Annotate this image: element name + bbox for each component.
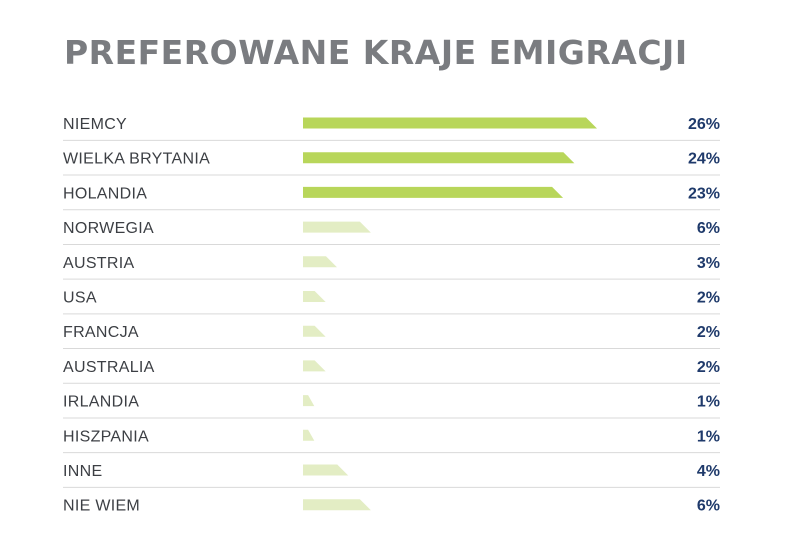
- category-label: NIEMCY: [63, 116, 127, 133]
- bar: [303, 291, 326, 302]
- bar: [303, 464, 349, 476]
- bar: [303, 499, 371, 511]
- category-label: WIELKA BRYTANIA: [63, 151, 210, 168]
- value-label: 2%: [697, 359, 720, 376]
- category-label: FRANCJA: [63, 324, 139, 341]
- category-label: AUSTRIA: [63, 255, 134, 272]
- bar: [303, 429, 315, 441]
- category-label: NORWEGIA: [63, 220, 154, 237]
- value-label: 2%: [697, 290, 720, 307]
- value-label: 1%: [697, 428, 720, 445]
- bar: [303, 117, 597, 129]
- bar: [303, 186, 564, 198]
- value-label: 4%: [697, 463, 720, 480]
- bar: [303, 360, 326, 372]
- value-label: 6%: [697, 498, 720, 515]
- category-label: NIE WIEM: [63, 498, 140, 515]
- value-label: 1%: [697, 394, 720, 411]
- bar: [303, 152, 575, 164]
- category-label: USA: [63, 290, 97, 307]
- value-label: 26%: [688, 116, 720, 133]
- category-label: HISZPANIA: [63, 428, 149, 445]
- bar: [303, 395, 315, 407]
- category-label: HOLANDIA: [63, 185, 147, 202]
- chart-title: PREFEROWANE KRAJE EMIGRACJI: [64, 33, 688, 72]
- category-label: INNE: [63, 463, 102, 480]
- category-label: AUSTRALIA: [63, 359, 155, 376]
- value-label: 23%: [688, 185, 720, 202]
- value-label: 3%: [697, 255, 720, 272]
- bar: [303, 221, 371, 233]
- value-label: 24%: [688, 151, 720, 168]
- bar: [303, 256, 337, 268]
- value-label: 6%: [697, 220, 720, 237]
- value-label: 2%: [697, 324, 720, 341]
- bar: [303, 325, 326, 337]
- category-label: IRLANDIA: [63, 394, 139, 411]
